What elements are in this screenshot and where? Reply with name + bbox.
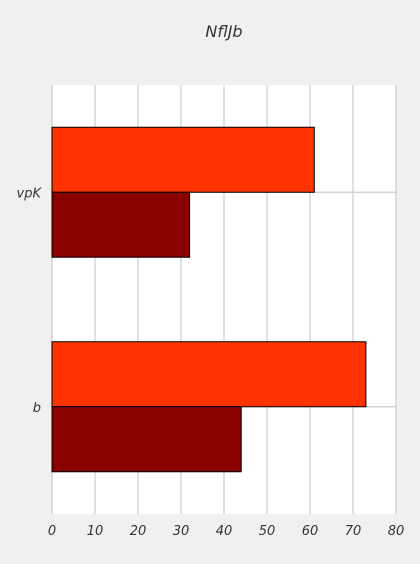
- x-tick-label: 30: [173, 524, 190, 539]
- bar: [52, 407, 241, 472]
- x-tick-label: 10: [87, 524, 104, 539]
- x-tick-label: 60: [302, 524, 319, 539]
- x-tick-label: 80: [388, 524, 405, 539]
- bar: [52, 342, 366, 407]
- x-tick-label: 20: [130, 524, 147, 539]
- y-tick-label: b: [33, 401, 41, 416]
- x-tick-label: 70: [345, 524, 362, 539]
- x-tick-label: 0: [48, 524, 56, 539]
- bar: [52, 192, 190, 257]
- x-tick-label: 50: [259, 524, 276, 539]
- chart-title: NflJb: [205, 22, 242, 41]
- x-tick-label: 40: [216, 524, 233, 539]
- bar: [52, 127, 314, 192]
- y-tick-label: vpK: [17, 186, 43, 201]
